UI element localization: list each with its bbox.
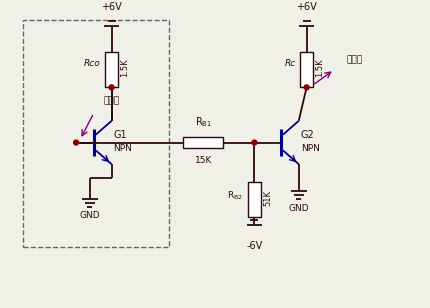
Circle shape: [74, 140, 79, 145]
Bar: [300, 52, 313, 87]
Text: -6V: -6V: [246, 241, 263, 251]
Circle shape: [252, 140, 257, 145]
Text: +6V: +6V: [101, 2, 122, 11]
Circle shape: [109, 85, 114, 90]
Bar: [184, 137, 223, 148]
Text: $\mathregular{R_{B2}}$: $\mathregular{R_{B2}}$: [227, 189, 243, 202]
Circle shape: [304, 85, 309, 90]
Text: G1: G1: [114, 130, 127, 140]
Text: 输出端: 输出端: [346, 55, 362, 64]
Text: 输入端: 输入端: [104, 96, 120, 105]
Text: NPN: NPN: [114, 144, 132, 153]
Text: 1.5K: 1.5K: [316, 58, 325, 77]
Text: 51K: 51K: [263, 190, 272, 206]
Text: 1.5K: 1.5K: [120, 58, 129, 77]
Text: NPN: NPN: [301, 144, 319, 153]
Text: GND: GND: [80, 212, 100, 221]
Bar: [248, 182, 261, 217]
Text: G2: G2: [301, 130, 314, 140]
Text: Rc: Rc: [285, 59, 296, 68]
Text: GND: GND: [289, 204, 309, 213]
Text: 15K: 15K: [194, 156, 212, 165]
Text: $\mathregular{R_{B1}}$: $\mathregular{R_{B1}}$: [195, 115, 212, 129]
Bar: [105, 52, 118, 87]
Text: +6V: +6V: [296, 2, 317, 11]
Text: Rco: Rco: [84, 59, 101, 68]
Bar: [23, 20, 169, 247]
